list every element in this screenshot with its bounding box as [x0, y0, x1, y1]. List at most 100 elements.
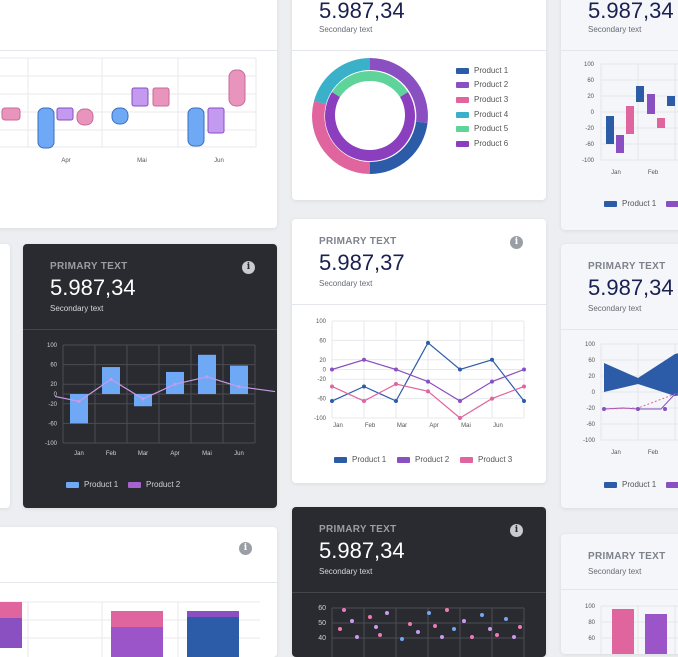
tick-label: 60: [588, 358, 595, 364]
card-line-chart: PRIMARY TEXT 5.987,37 Secondary text i 1…: [292, 219, 546, 483]
tick-label: Apr: [61, 158, 70, 164]
tick-label: 60: [318, 605, 326, 612]
legend-item[interactable]: Product 1: [66, 480, 118, 489]
info-icon[interactable]: i: [242, 261, 255, 274]
point: [394, 382, 398, 387]
line-series: [603, 393, 676, 410]
card-header: PRIMARY TEXT 5.987,34 Secondary text: [561, 244, 678, 330]
tick-label: -60: [585, 142, 594, 148]
tick-label: 60: [50, 363, 57, 369]
donut-slice: [370, 121, 428, 174]
legend-item[interactable]: Product 6: [456, 139, 508, 148]
bar-chart: 100 80 60: [585, 604, 678, 654]
bar: [152, 87, 170, 107]
tick-label: Jan: [611, 450, 621, 456]
stacked-bar-chart: [0, 601, 260, 657]
point: [495, 633, 499, 637]
card-dark-combo: PRIMARY TEXT 5.987,34 Secondary text i 1…: [23, 244, 277, 508]
point: [504, 617, 508, 621]
tick-label: 100: [316, 319, 327, 325]
legend-item[interactable]: Product 4: [456, 110, 508, 119]
tick-label: 50: [318, 620, 326, 627]
secondary-text: Secondary text: [588, 25, 642, 34]
point: [330, 399, 334, 404]
card-header: i: [0, 527, 277, 583]
legend-item[interactable]: Product 2: [456, 80, 508, 89]
legend-item[interactable]: Product 1: [604, 480, 656, 489]
card-donut: 5.987,34 Secondary text Product 1 Produc…: [292, 0, 546, 200]
area-chart: 100 60 20 0 -20 -60 -100 Jan Feb: [583, 342, 678, 456]
legend-item[interactable]: Product 3: [456, 95, 508, 104]
tick-label: Apr: [429, 423, 438, 429]
bar: [131, 87, 149, 107]
point: [408, 622, 412, 626]
info-icon[interactable]: i: [510, 524, 523, 537]
tick-label: 60: [587, 78, 594, 84]
point: [394, 399, 398, 404]
tick-label: -100: [583, 438, 596, 444]
card-bottom-right: PRIMARY TEXT Secondary text 100 80 60: [561, 534, 678, 654]
tick-label: Feb: [648, 170, 659, 176]
point: [378, 633, 382, 637]
card-header: PRIMARY TEXT 5.987,34 Secondary text i: [292, 507, 546, 593]
tick-label: 20: [319, 358, 326, 364]
tick-label: 100: [585, 342, 596, 348]
card-header: 5.987,34 Secondary text: [561, 0, 678, 51]
point: [426, 389, 430, 394]
legend-item[interactable]: [666, 199, 678, 208]
primary-label: PRIMARY TEXT: [50, 261, 128, 272]
tick-label: Apr: [170, 451, 179, 457]
card-header: [0, 0, 277, 51]
bar: [228, 69, 246, 107]
tick-label: Mai: [202, 451, 212, 457]
scatter-points: [338, 608, 522, 641]
legend-item[interactable]: [666, 480, 678, 489]
tick-label: Jan: [333, 423, 343, 429]
legend-item[interactable]: Product 2: [128, 480, 180, 489]
point: [338, 627, 342, 631]
point: [490, 379, 494, 384]
tick-label: -60: [48, 421, 57, 427]
bar-segment: [187, 611, 239, 617]
point: [452, 627, 456, 631]
legend-item[interactable]: Product 3: [460, 455, 512, 464]
legend-item[interactable]: Product 2: [397, 455, 449, 464]
point: [488, 627, 492, 631]
point: [368, 615, 372, 619]
point: [237, 385, 241, 389]
primary-label: PRIMARY TEXT: [588, 261, 666, 272]
point: [426, 340, 430, 345]
bar: [230, 365, 248, 394]
tick-label: -20: [586, 406, 595, 412]
point: [330, 367, 334, 372]
bar-segment: [0, 618, 22, 648]
point: [445, 608, 449, 612]
tick-label: -100: [314, 416, 327, 422]
point: [512, 635, 516, 639]
point: [522, 384, 526, 389]
point: [394, 367, 398, 372]
point: [362, 399, 366, 404]
tick-label: -100: [45, 441, 58, 447]
tick-label: -20: [585, 126, 594, 132]
legend-item[interactable]: Product 1: [604, 199, 656, 208]
tick-label: Feb: [365, 423, 376, 429]
tick-label: Jun: [214, 158, 224, 164]
info-icon[interactable]: i: [510, 236, 523, 249]
card-stacked-bars: i: [0, 527, 277, 657]
line-chart: 100 60 20 0 -20 -60 -100 Jan Feb Mar Apr Mai Jun: [314, 319, 526, 429]
bar: [612, 609, 634, 654]
tick-label: 20: [588, 374, 595, 380]
tick-label: 100: [585, 604, 596, 610]
legend-item[interactable]: Product 1: [456, 66, 508, 75]
grid: [62, 344, 256, 444]
card-header: PRIMARY TEXT Secondary text: [561, 534, 678, 590]
info-icon[interactable]: i: [239, 542, 252, 555]
point: [355, 635, 359, 639]
tick-label: 20: [50, 382, 57, 388]
point: [636, 407, 640, 411]
legend-item[interactable]: Product 5: [456, 124, 508, 133]
point: [205, 375, 209, 379]
bar: [606, 116, 614, 144]
legend-item[interactable]: Product 1: [334, 455, 386, 464]
